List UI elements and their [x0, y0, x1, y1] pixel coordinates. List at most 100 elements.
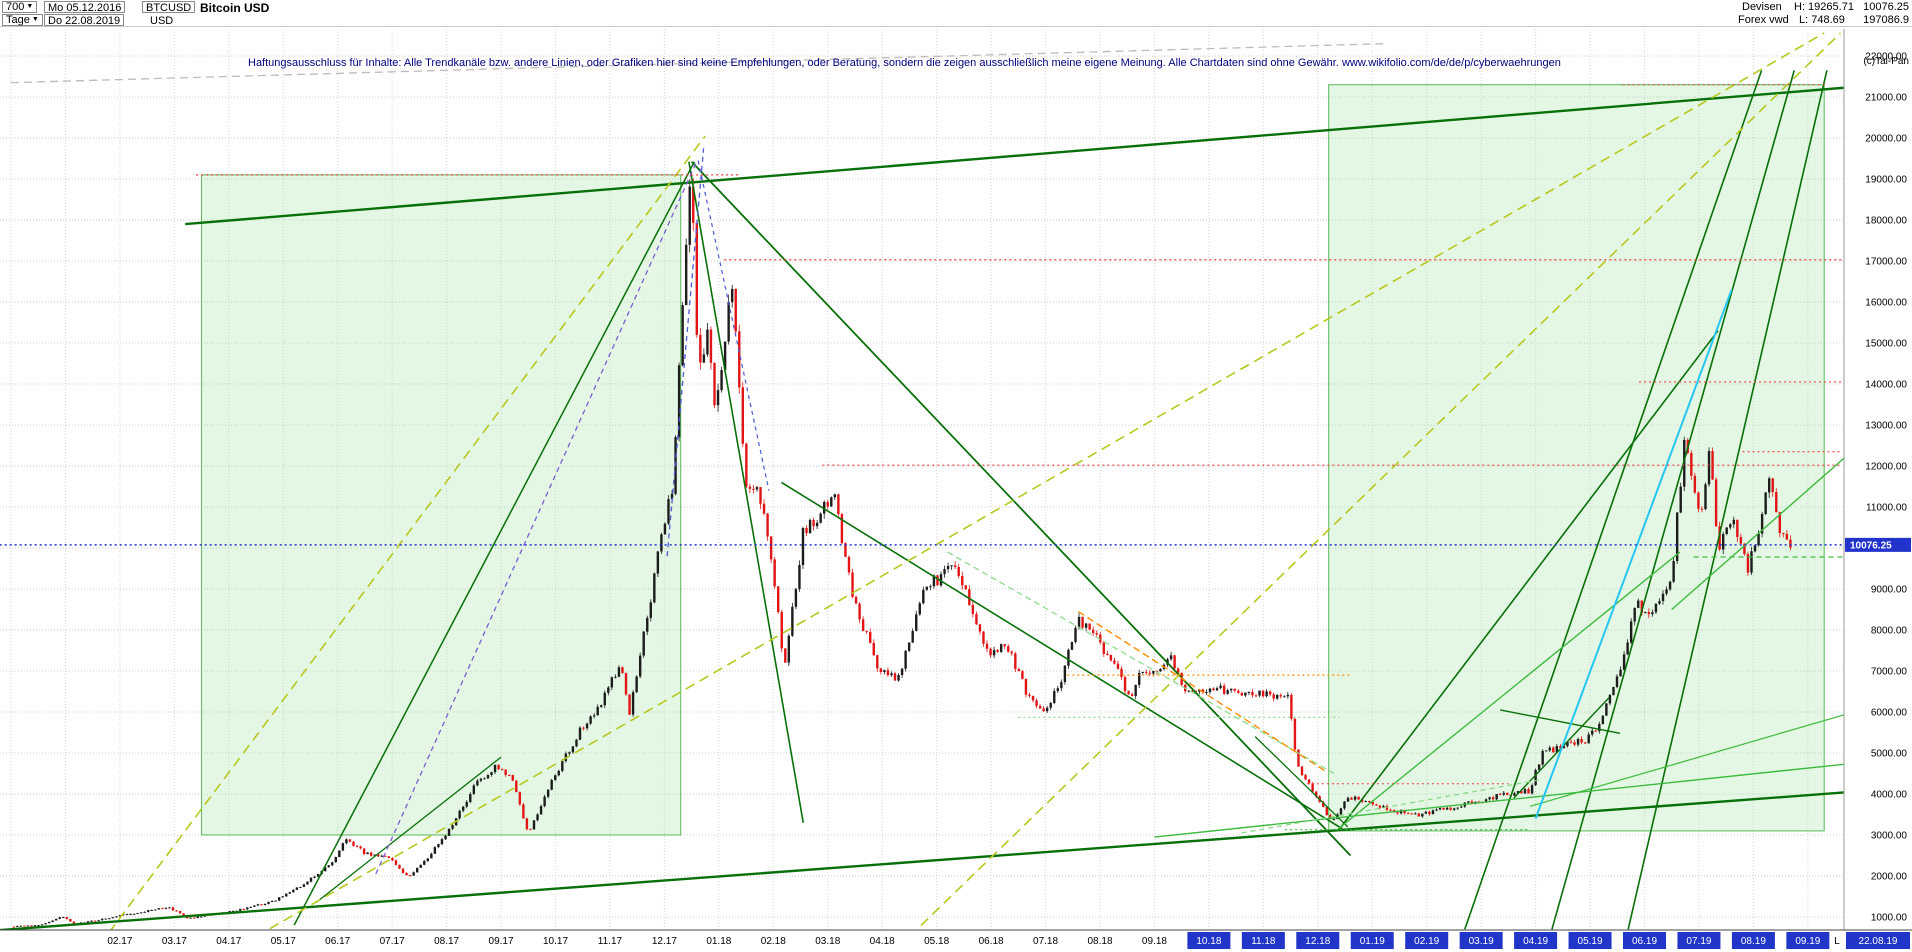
price-tick-label: 18000.00 — [1865, 216, 1907, 227]
time-tick-label: 02.18 — [761, 936, 786, 947]
trend-line — [1254, 736, 1349, 828]
time-tick-highlight — [1296, 932, 1340, 949]
time-tick-highlight — [1677, 932, 1721, 949]
time-tick-label: 08.18 — [1087, 936, 1112, 947]
axes-layer: 22000.00 21000.00 20000.00 19000.00 18000.00… — [0, 29, 1912, 949]
time-tick-label: 12.17 — [652, 936, 677, 947]
header-bar: 700 ▼ Tage ▼ Mo 05.12.2016 Do 22.08.2019 B… — [0, 0, 1912, 27]
bars-count-dropdown[interactable]: 700 ▼ — [2, 1, 38, 13]
price-tick-label: 14000.00 — [1865, 380, 1907, 391]
trend-line — [688, 161, 805, 823]
time-tick-highlight — [1241, 932, 1285, 949]
trend-line — [266, 32, 1825, 930]
price-tick-label: 19000.00 — [1865, 175, 1907, 186]
trend-line — [293, 161, 696, 926]
trendlines-layer — [0, 32, 1844, 930]
end-date-highlight — [1846, 932, 1910, 949]
price-tick-label: 11000.00 — [1866, 503, 1907, 514]
time-tick-label: 11.17 — [598, 936, 623, 947]
time-tick-label: 05.17 — [271, 936, 296, 947]
end-date-label: 22.08.19 — [1859, 936, 1898, 947]
symbol-label[interactable]: BTCUSD — [142, 1, 196, 14]
chevron-down-icon: ▼ — [31, 16, 39, 23]
time-tick-label: 03.17 — [162, 936, 187, 947]
data-source-label: Forex vwd — [1738, 14, 1789, 26]
trend-line — [185, 86, 1844, 226]
copyright-label: (c)Tai-Pan — [1863, 56, 1909, 67]
time-tick-highlight — [1568, 932, 1612, 949]
grid-layer — [0, 29, 1844, 930]
end-date-field[interactable]: Do 22.08.2019 — [44, 14, 125, 27]
time-tick-label: 09.19 — [1795, 936, 1820, 947]
trend-line — [1534, 289, 1733, 819]
session-high-label: H: 19265.71 — [1794, 1, 1854, 13]
time-tick-label: 06.17 — [325, 936, 350, 947]
time-tick-label: 11.18 — [1251, 936, 1276, 947]
time-tick-label: 07.18 — [1033, 936, 1058, 947]
time-tick-label: 09.17 — [489, 936, 514, 947]
session-low-label: L: 748.69 — [1799, 14, 1845, 26]
current-price-tag — [1845, 537, 1911, 552]
market-label: Devisen — [1742, 1, 1782, 13]
time-tick-label: 01.18 — [706, 936, 731, 947]
trend-line — [1336, 551, 1681, 831]
volume-readout: 197086.9 — [1863, 14, 1909, 26]
time-tick-label: 04.18 — [870, 936, 895, 947]
price-tick-label: 7000.00 — [1871, 667, 1908, 678]
time-tick-label: 05.18 — [924, 936, 949, 947]
price-chart-canvas[interactable]: 22000.00 21000.00 20000.00 19000.00 18000.00… — [0, 27, 1912, 952]
price-tick-label: 16000.00 — [1865, 298, 1907, 309]
time-tick-label: 01.19 — [1360, 936, 1385, 947]
instrument-name: Bitcoin USD — [200, 1, 270, 15]
trend-line — [375, 160, 698, 875]
price-tick-label: 22000.00 — [1865, 52, 1907, 63]
axis-scale-marker: L — [1834, 936, 1840, 947]
trend-line — [109, 135, 706, 930]
current-price-tag-label: 10076.25 — [1850, 541, 1892, 552]
trend-line — [690, 161, 1352, 857]
trend-line — [1077, 610, 1327, 773]
timeframe-value: Tage — [6, 14, 30, 26]
time-tick-label: 04.17 — [216, 936, 241, 947]
time-tick-label: 03.19 — [1469, 936, 1494, 947]
trend-line — [0, 791, 1844, 930]
time-tick-highlight — [1187, 932, 1231, 949]
zone-boxes-layer — [201, 84, 1825, 836]
currency-label: USD — [150, 15, 174, 27]
trend-line — [697, 160, 770, 491]
time-tick-highlight — [1731, 932, 1775, 949]
trend-line — [915, 32, 1842, 930]
price-tick-label: 15000.00 — [1865, 339, 1907, 350]
time-tick-highlight — [1405, 932, 1449, 949]
trend-line — [1627, 70, 1828, 930]
price-tick-label: 1000.00 — [1871, 913, 1908, 924]
price-tick-label: 13000.00 — [1865, 421, 1907, 432]
shaded-zone-box — [201, 174, 682, 836]
bars-count-value: 700 — [6, 1, 25, 13]
trend-line — [315, 756, 502, 904]
price-tick-label: 17000.00 — [1865, 257, 1907, 268]
price-tick-label: 2000.00 — [1871, 872, 1908, 883]
time-tick-label: 06.18 — [979, 936, 1004, 947]
time-tick-highlight — [1514, 932, 1558, 949]
trend-line — [1551, 70, 1796, 930]
trend-line — [1154, 763, 1844, 838]
time-tick-label: 12.18 — [1305, 936, 1330, 947]
price-tick-label: 20000.00 — [1865, 134, 1907, 145]
trend-line — [1500, 709, 1621, 735]
price-tick-label: 12000.00 — [1865, 462, 1907, 473]
start-date-field[interactable]: Mo 05.12.2016 — [44, 1, 126, 14]
candles-layer — [12, 178, 1792, 928]
trend-line — [781, 481, 1343, 830]
price-tick-label: 3000.00 — [1871, 831, 1908, 842]
timeframe-dropdown[interactable]: Tage ▼ — [2, 14, 43, 26]
disclaimer-text: Haftungsausschluss für Inhalte: Alle Tre… — [248, 57, 1561, 69]
time-tick-label: 05.19 — [1578, 936, 1603, 947]
time-tick-label: 07.19 — [1686, 936, 1711, 947]
chevron-down-icon: ▼ — [26, 3, 34, 10]
price-tick-label: 6000.00 — [1871, 708, 1908, 719]
time-tick-label: 09.18 — [1142, 936, 1167, 947]
time-tick-label: 07.17 — [380, 936, 405, 947]
time-tick-label: 10.18 — [1196, 936, 1221, 947]
price-tick-label: 21000.00 — [1865, 93, 1907, 104]
